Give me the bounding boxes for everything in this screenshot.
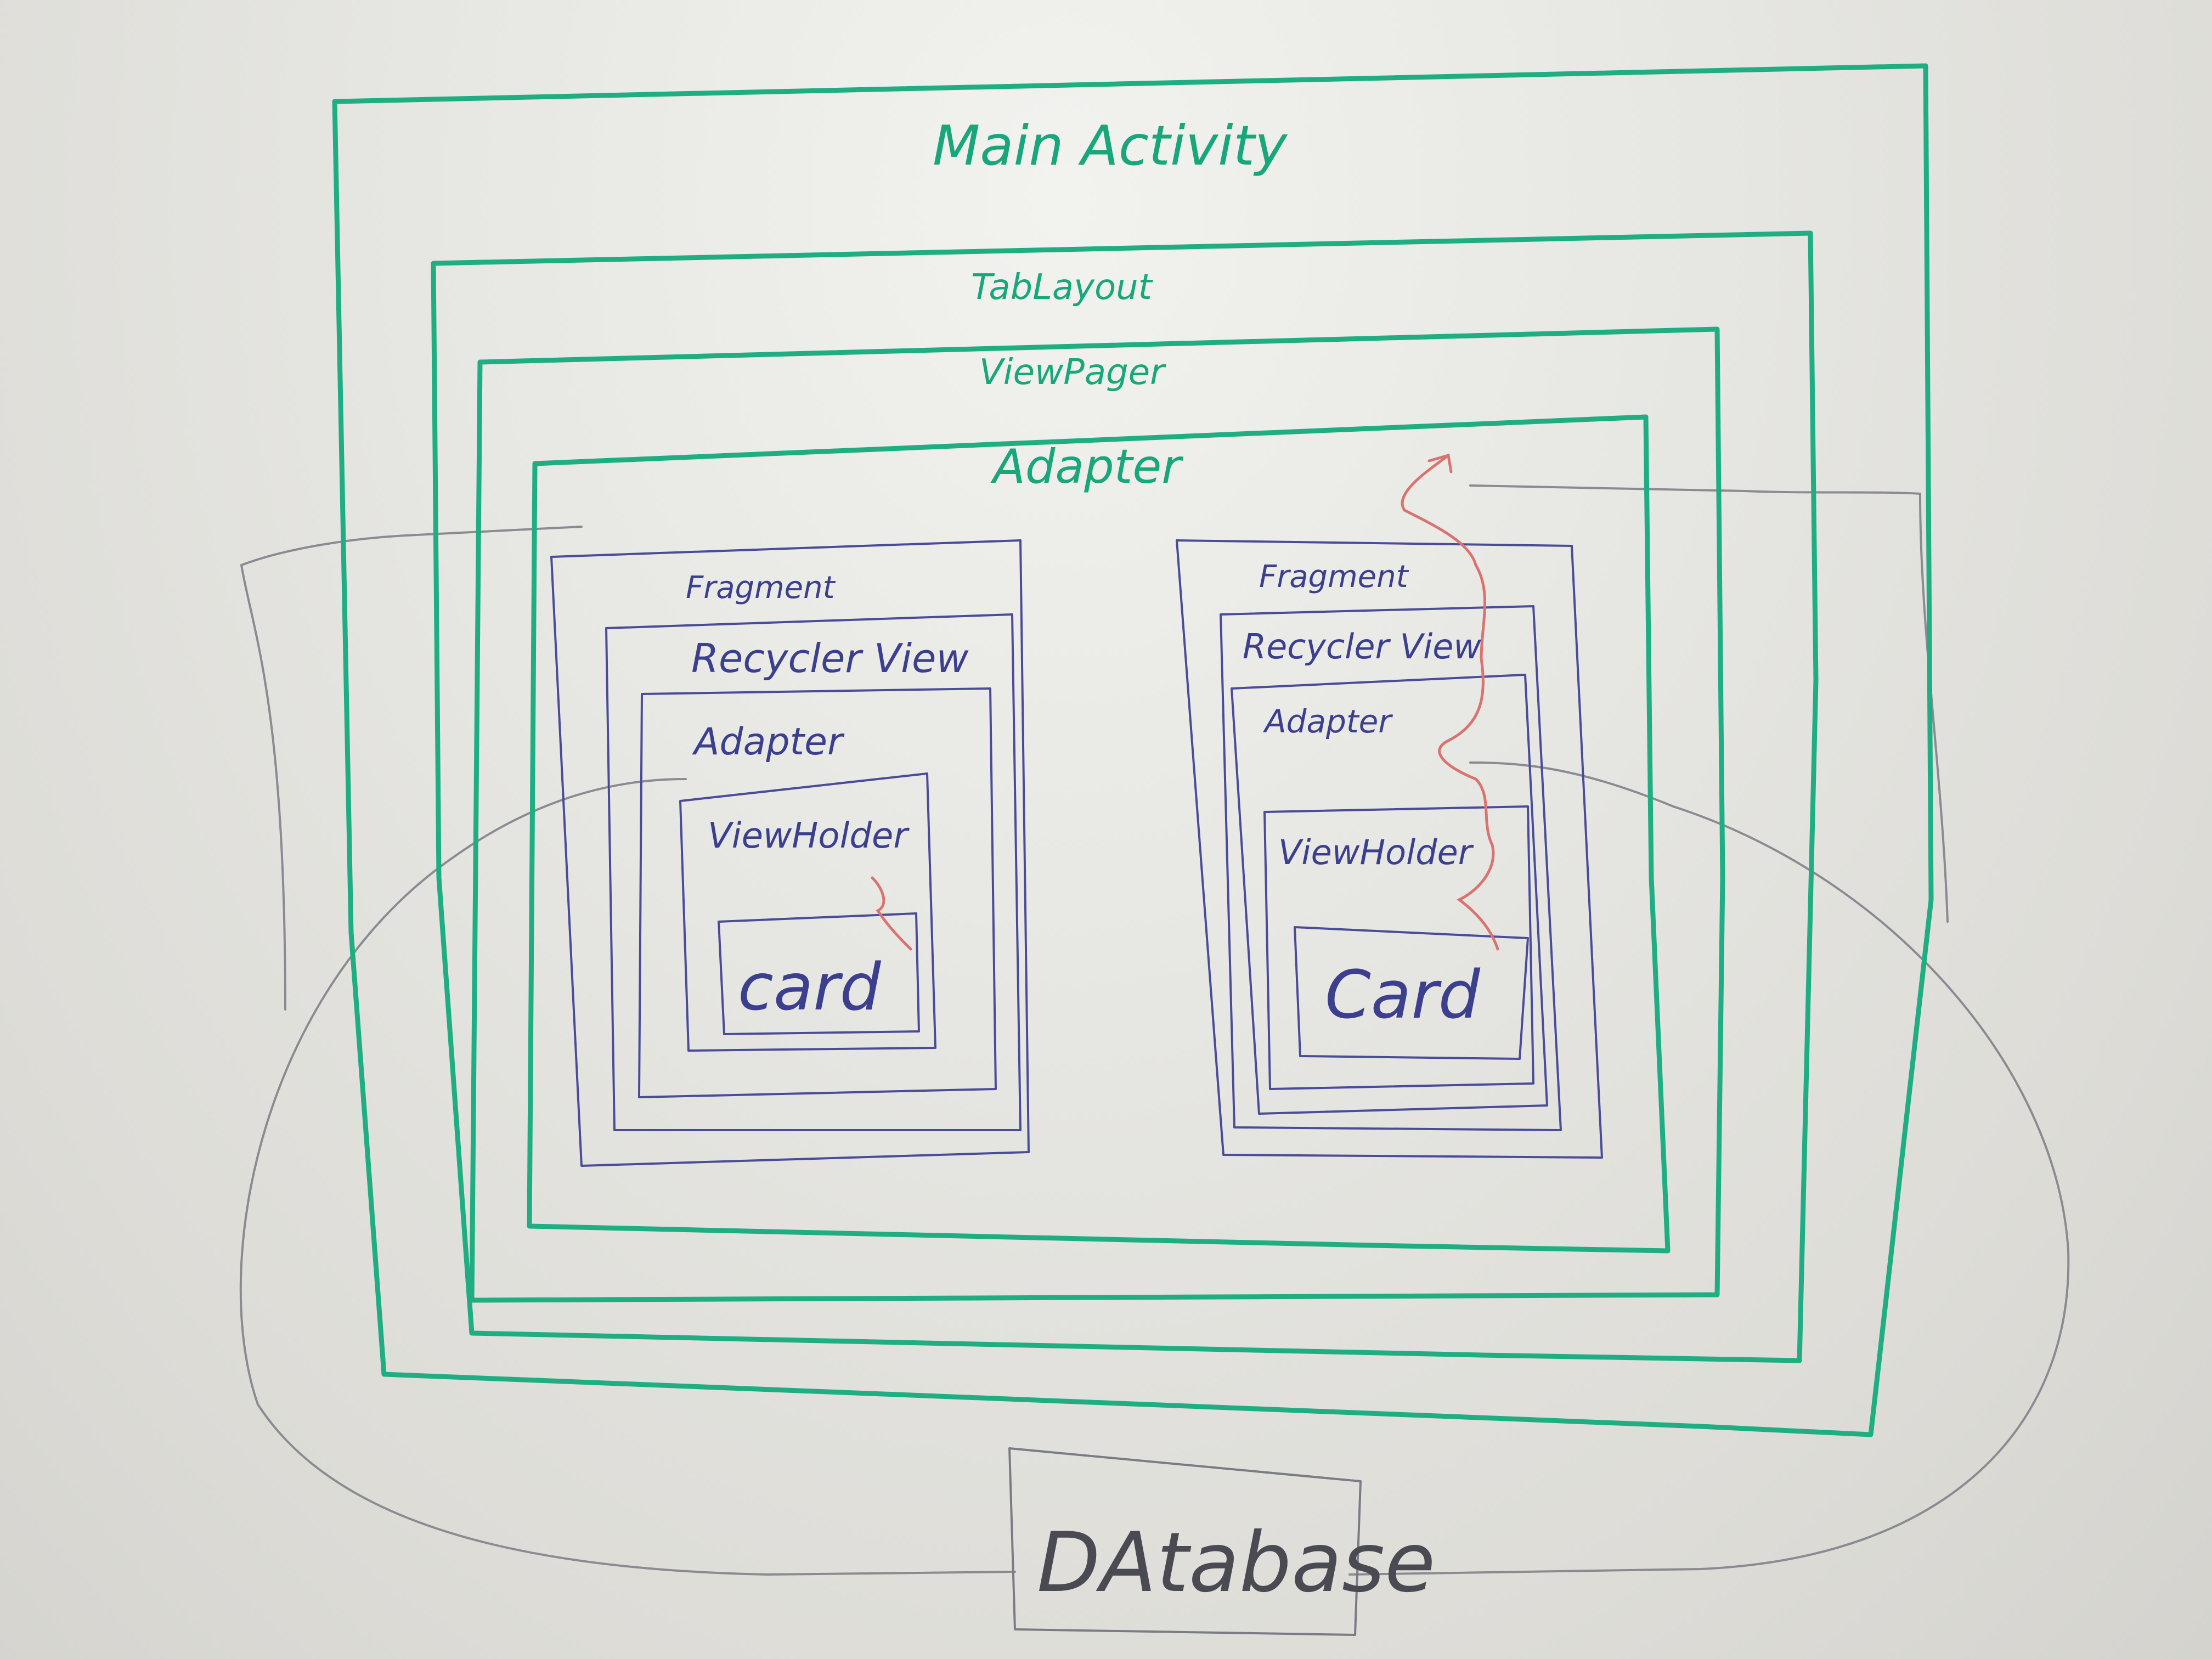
left-fragment-box <box>550 539 1030 1167</box>
left-fragment-labels: Fragment Recycler View Adapter ViewHolde… <box>686 570 968 1025</box>
left-data-flow-squiggle <box>871 876 912 951</box>
right-adapter-box <box>1231 674 1548 1115</box>
view-pager-box <box>469 326 1725 1303</box>
right-fragment-labels: Fragment Recycler View Adapter ViewHolde… <box>1243 559 1481 1034</box>
right-card-box <box>1294 926 1529 1060</box>
left-recycler-view-label: Recycler View <box>691 635 968 681</box>
right-fragment-box <box>1176 539 1603 1159</box>
right-card-label: Card <box>1325 957 1481 1034</box>
right-recycler-view-box <box>1220 605 1562 1131</box>
main-activity-label: Main Activity <box>933 114 1288 178</box>
right-adapter-label: Adapter <box>1262 703 1393 740</box>
left-card-label: card <box>738 949 882 1025</box>
main-activity-box <box>332 63 1934 1437</box>
tab-layout-label: TabLayout <box>971 267 1154 308</box>
right-viewholder-box <box>1263 805 1534 1090</box>
fragment-bracket-left <box>240 526 583 1011</box>
green-boxes <box>332 63 1934 1437</box>
right-viewholder-label: ViewHolder <box>1278 832 1474 872</box>
left-recycler-view-box <box>605 613 1022 1131</box>
left-adapter-box <box>638 687 997 1098</box>
right-fragment-boxes <box>1176 539 1603 1159</box>
left-fragment-boxes <box>550 539 1030 1167</box>
database-box <box>1008 1447 1362 1636</box>
right-data-flow-squiggle <box>1401 454 1499 951</box>
left-card-box <box>718 912 920 1035</box>
adapter-label: Adapter <box>990 439 1183 494</box>
adapter-box <box>527 414 1671 1254</box>
left-viewholder-label: ViewHolder <box>708 816 910 856</box>
gray-scope-outlines <box>239 484 2070 1576</box>
right-fragment-label: Fragment <box>1259 559 1409 595</box>
green-labels: Main Activity TabLayout ViewPager Adapte… <box>933 114 1288 494</box>
database-node: DAtabase <box>1008 1447 1435 1636</box>
right-data-flow-arrowhead <box>1427 453 1453 473</box>
left-adapter-label: Adapter <box>692 720 845 764</box>
tab-layout-box <box>431 230 1819 1363</box>
database-label: DAtabase <box>1037 1515 1435 1611</box>
fragment-bracket-right <box>1469 484 1949 923</box>
left-fragment-label: Fragment <box>686 570 836 606</box>
right-recycler-view-label: Recycler View <box>1243 627 1481 667</box>
view-pager-label: ViewPager <box>979 352 1166 393</box>
red-data-flow <box>871 453 1499 951</box>
left-viewholder-box <box>679 772 936 1052</box>
cloud-outline-right <box>1348 761 2070 1576</box>
cloud-outline <box>239 778 1016 1576</box>
